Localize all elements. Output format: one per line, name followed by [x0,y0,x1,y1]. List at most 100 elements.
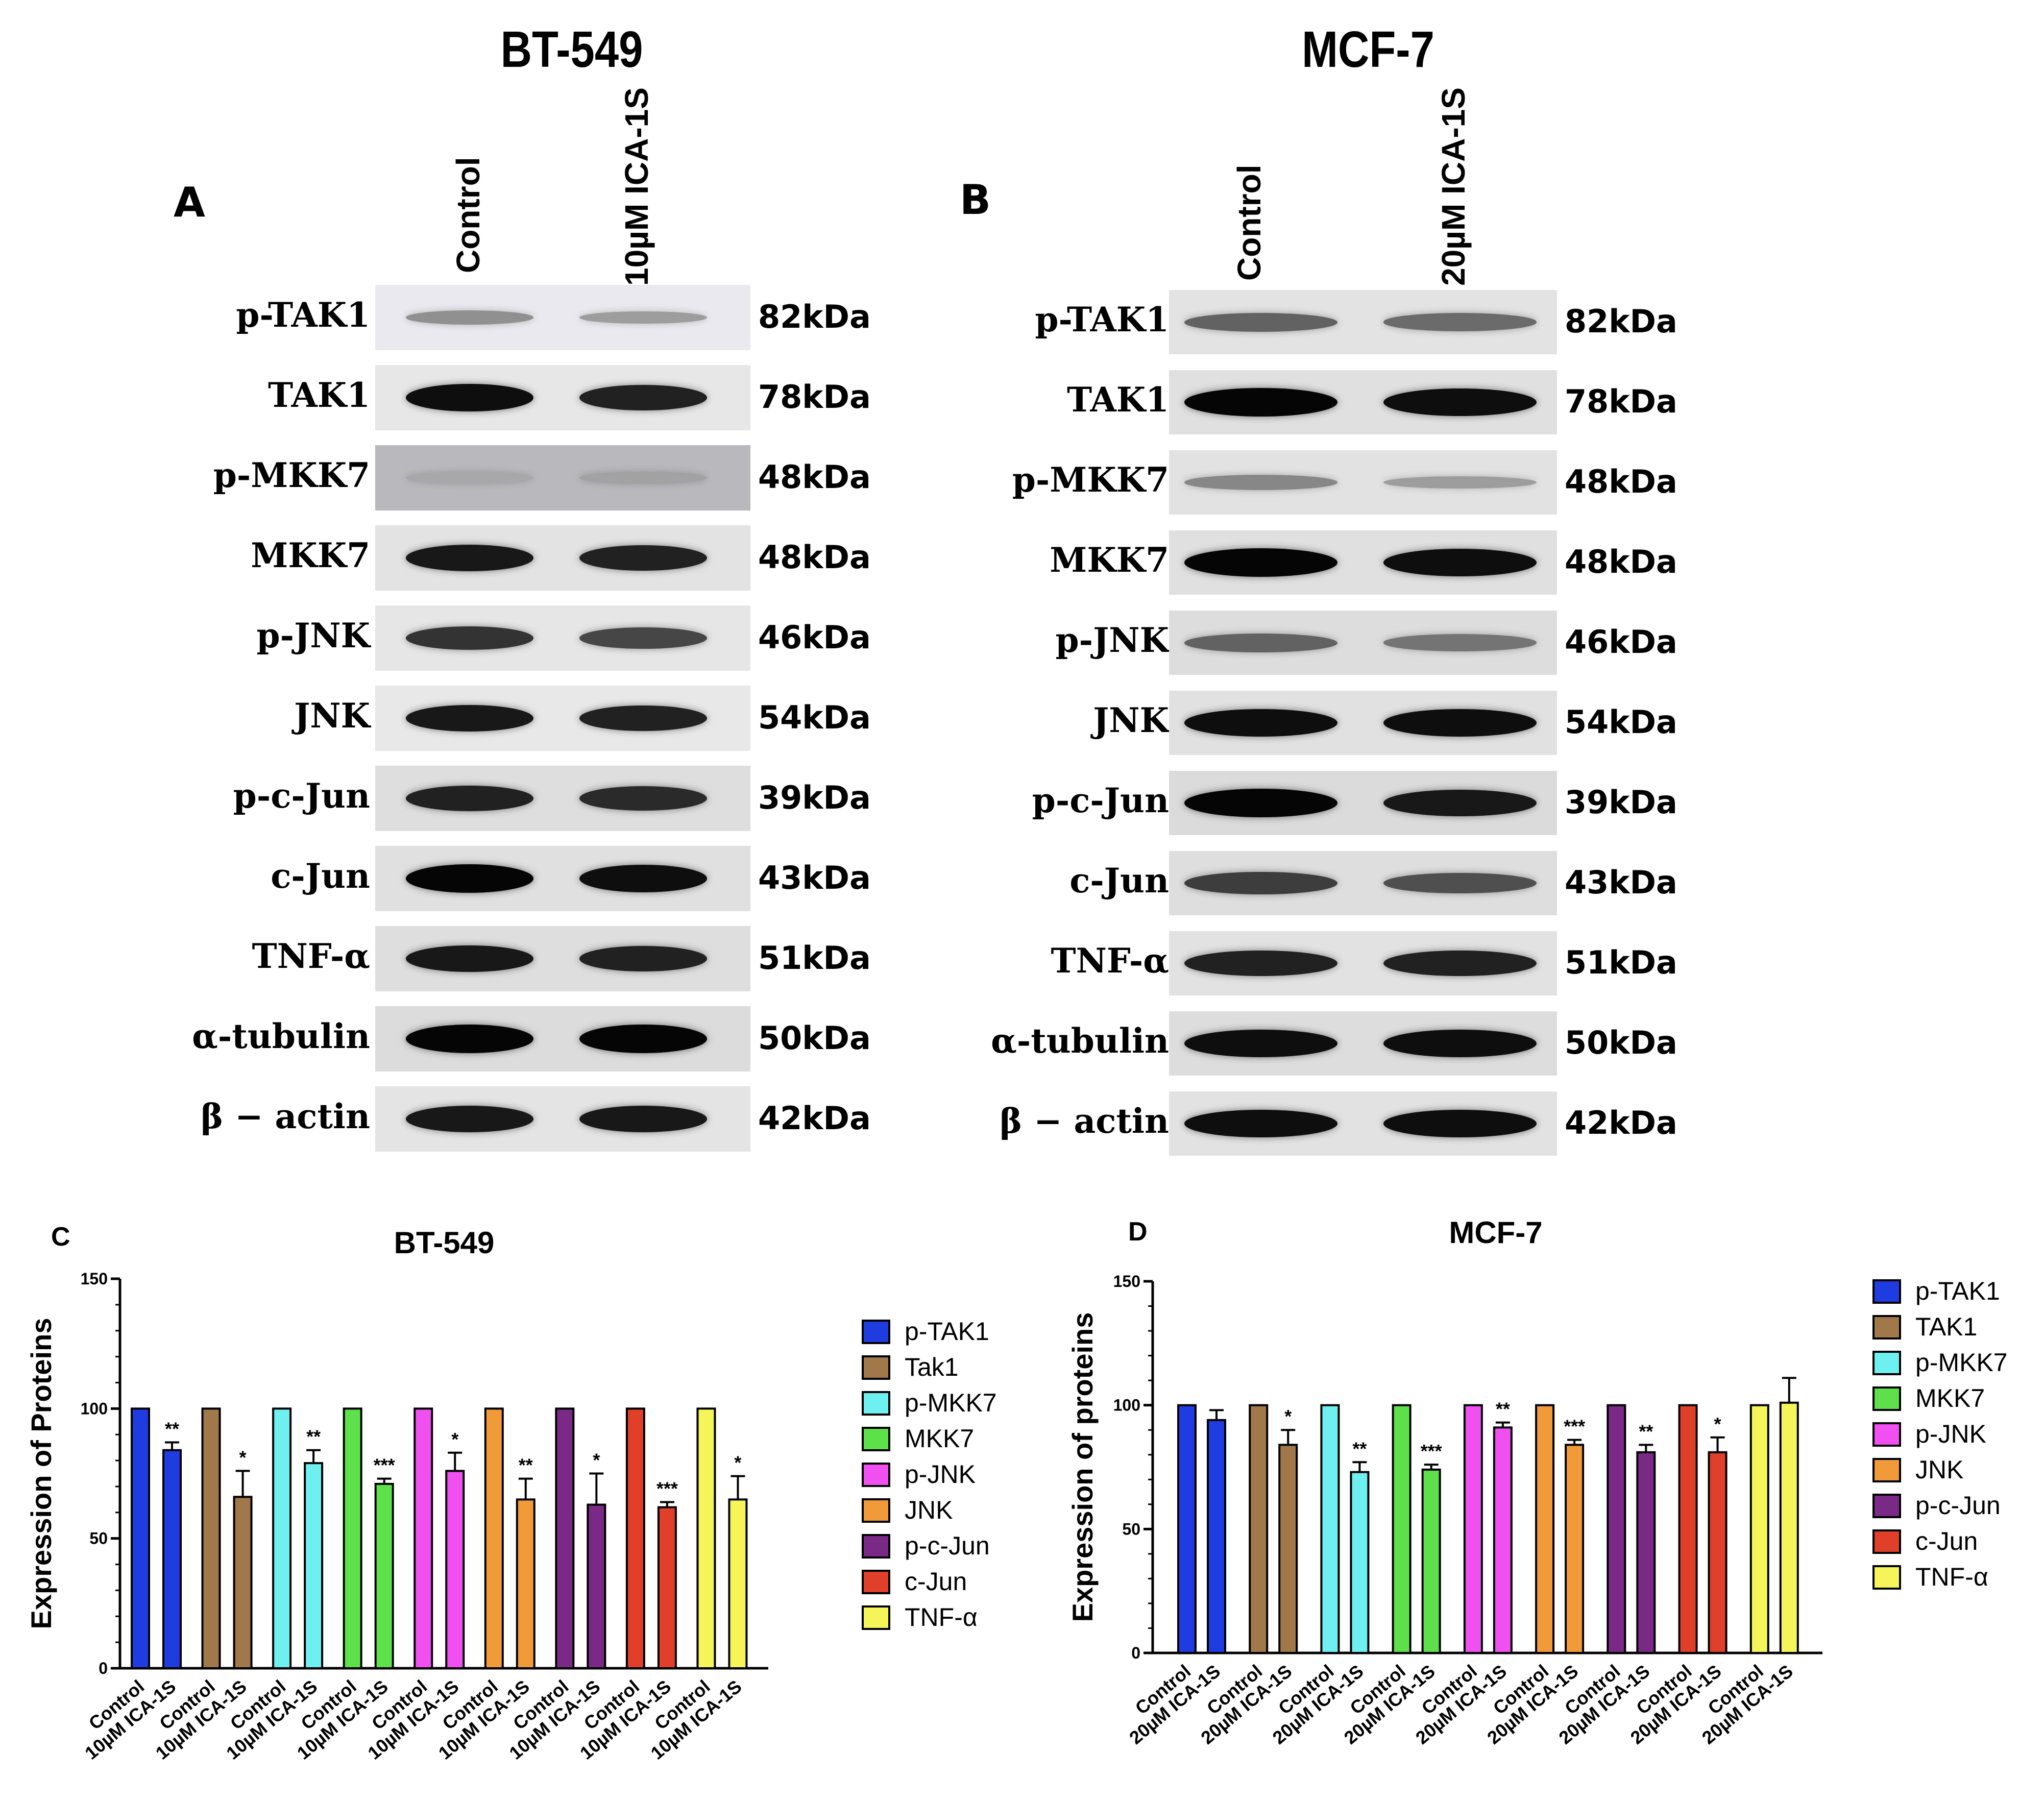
y-axis-label: Expression of proteins [1066,1312,1099,1622]
kda-label: 51kDa [1565,944,1677,981]
bar [1392,1404,1412,1654]
blot-strip [375,525,750,591]
band-control [1184,633,1337,652]
blot-strip [375,445,750,510]
significance-marker: * [239,1447,247,1468]
band-control [1184,388,1337,417]
blot-strip [1169,611,1557,675]
band-control [1184,950,1337,977]
blot-strip [375,1086,750,1152]
lane-label-a-treat: 10µM ICA-1S [618,87,655,286]
significance-marker: ** [1639,1421,1653,1442]
significance-marker: * [593,1450,600,1471]
kda-label: 48kDa [758,458,871,496]
bar [657,1506,677,1669]
blot-label: β − actin [1000,1101,1169,1141]
kda-label: 54kDa [758,699,871,736]
blot-label: p-JNK [1055,620,1169,660]
blot-strip [375,766,750,831]
band-treated [579,945,707,972]
kda-label: 43kDa [758,859,871,896]
legend-swatch [862,1570,890,1594]
significance-marker: ** [165,1418,179,1439]
bar [1207,1419,1226,1654]
significance-marker: ** [306,1426,321,1447]
kda-label: 46kDa [758,619,871,656]
bar [413,1407,433,1669]
band-control [1184,548,1337,577]
band-treated [1383,634,1537,651]
legend-swatch [862,1534,890,1559]
significance-marker: * [1284,1406,1292,1427]
band-treated [1383,1109,1537,1138]
blot-strip [1169,771,1557,835]
legend-swatch [862,1427,890,1451]
legend-swatch [1872,1422,1901,1447]
band-treated [1383,872,1537,894]
legend-label: p-MKK7 [905,1389,997,1417]
bar [1565,1444,1585,1654]
legend-label: p-c-Jun [1915,1491,2001,1520]
band-control [406,383,533,412]
kda-label: 46kDa [1565,623,1677,661]
blot-strip [375,846,750,911]
y-tick-label: 50 [89,1529,108,1548]
significance-marker: *** [374,1455,395,1476]
blot-strip [1169,290,1557,354]
kda-label: 50kDa [1565,1024,1677,1061]
bar [1278,1444,1298,1654]
band-treated [1383,950,1537,977]
blot-strip [375,1006,750,1072]
bar [484,1407,504,1669]
kda-label: 82kDa [1565,303,1677,340]
blot-strip [375,686,750,751]
bar [1607,1404,1626,1654]
significance-marker: ** [1496,1399,1510,1420]
legend-swatch [1872,1529,1901,1554]
significance-marker: * [451,1429,458,1450]
legend-label: p-TAK1 [1915,1277,2000,1305]
blot-strip [1169,851,1557,915]
bar [374,1482,394,1669]
band-control [1184,475,1337,490]
bar [1350,1471,1370,1654]
blot-strip [1169,1091,1557,1156]
legend-label: MKK7 [1915,1384,1985,1413]
band-control [406,864,533,893]
blot-label: p-TAK1 [236,295,370,335]
legend-label: p-TAK1 [905,1317,989,1346]
blot-label: p-JNK [256,616,370,655]
band-treated [579,1105,707,1133]
blot-label: α-tubulin [192,1016,370,1056]
y-tick-label: 0 [99,1659,108,1677]
blot-label: JNK [294,696,370,736]
blot-label: TNF-α [252,936,370,976]
bar [1636,1451,1656,1654]
panel-letter-b: B [960,176,991,224]
y-tick-label: 50 [1122,1520,1140,1538]
panel-letter: C [51,1222,70,1252]
chart-title: MCF-7 [1449,1215,1542,1250]
legend-swatch [1872,1279,1901,1304]
band-control [406,704,533,732]
band-treated [579,384,707,411]
kda-label: 48kDa [1565,463,1677,500]
kda-label: 48kDa [1565,543,1677,580]
band-treated [1383,548,1537,577]
blot-label: MKK7 [1050,540,1169,580]
significance-marker: *** [656,1478,678,1499]
blot-strip [375,365,750,430]
legend-label: c-Jun [905,1567,967,1596]
legend-label: c-Jun [1915,1527,1978,1555]
bar [1177,1404,1197,1654]
blot-strip [375,285,750,350]
kda-label: 82kDa [758,298,871,335]
y-axis-label: Expression of Proteins [25,1318,57,1629]
bar [343,1407,362,1669]
blot-strip [1169,530,1557,595]
y-tick-label: 100 [81,1399,108,1418]
blot-label: α-tubulin [991,1021,1169,1061]
legend-swatch [1872,1458,1901,1482]
band-control [406,945,533,972]
